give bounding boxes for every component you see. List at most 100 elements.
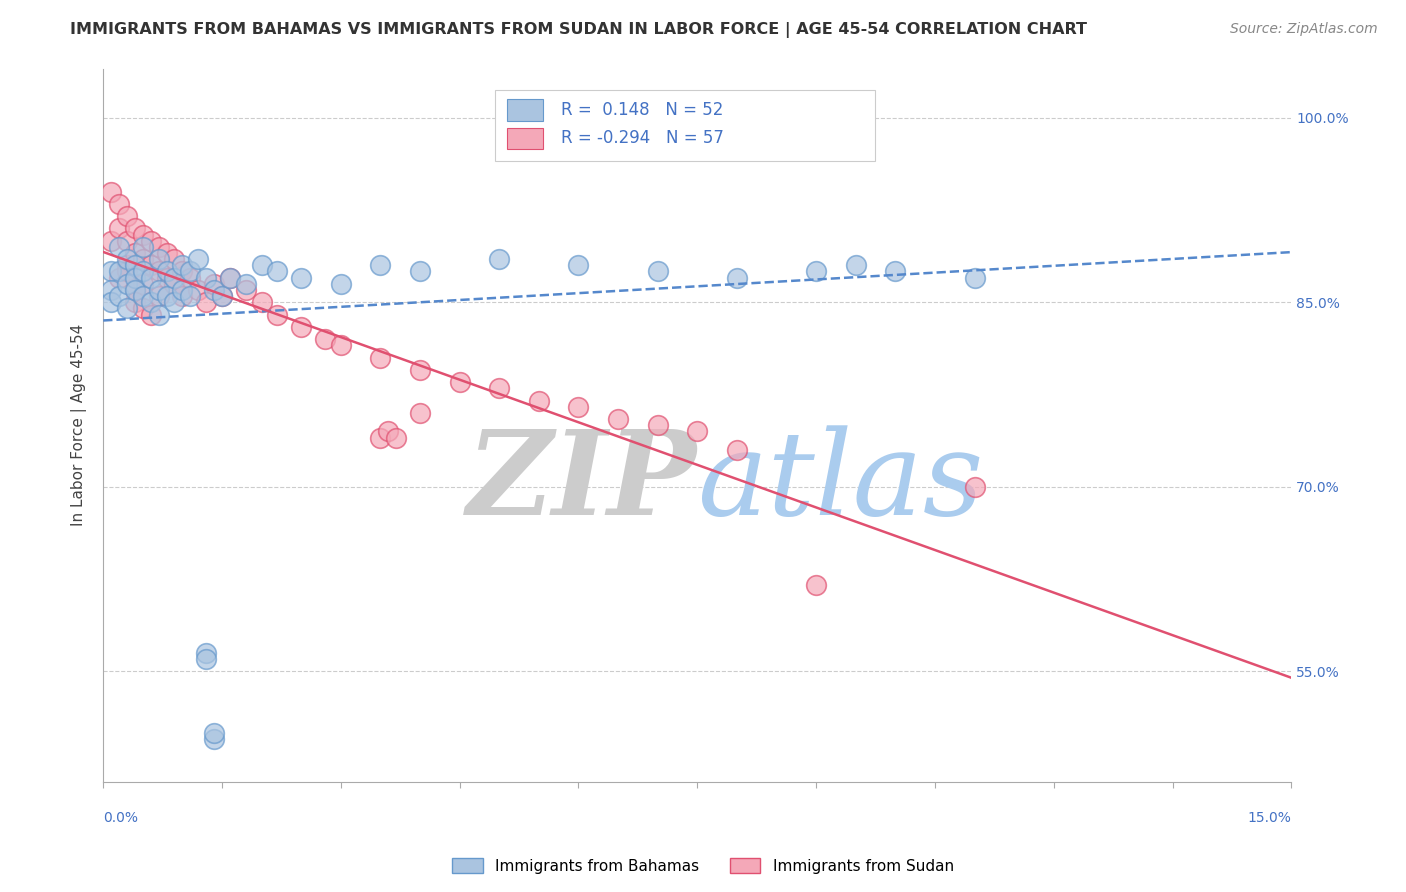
Point bbox=[100, 295, 122, 310]
Point bbox=[195, 646, 218, 660]
Point bbox=[100, 234, 122, 248]
Point bbox=[108, 264, 131, 278]
Point bbox=[290, 319, 312, 334]
Point bbox=[172, 289, 194, 303]
Text: 0.0%: 0.0% bbox=[103, 811, 138, 824]
Point bbox=[115, 209, 138, 223]
Point bbox=[385, 431, 408, 445]
Point bbox=[108, 289, 131, 303]
Point bbox=[148, 252, 170, 267]
Point bbox=[963, 270, 986, 285]
Text: IMMIGRANTS FROM BAHAMAS VS IMMIGRANTS FROM SUDAN IN LABOR FORCE | AGE 45-54 CORR: IMMIGRANTS FROM BAHAMAS VS IMMIGRANTS FR… bbox=[70, 22, 1087, 38]
Point bbox=[567, 400, 589, 414]
Text: R = -0.294   N = 57: R = -0.294 N = 57 bbox=[561, 129, 724, 147]
Point bbox=[195, 295, 218, 310]
Point bbox=[115, 234, 138, 248]
Point bbox=[108, 240, 131, 254]
Point bbox=[202, 283, 225, 297]
Point bbox=[139, 295, 162, 310]
Point bbox=[370, 258, 392, 272]
Text: ZIP: ZIP bbox=[467, 425, 697, 540]
Point bbox=[108, 221, 131, 235]
Point bbox=[155, 289, 177, 303]
Point bbox=[329, 277, 352, 291]
Point bbox=[148, 308, 170, 322]
Point bbox=[725, 442, 748, 457]
Point bbox=[884, 264, 907, 278]
Text: 15.0%: 15.0% bbox=[1247, 811, 1291, 824]
Point bbox=[132, 264, 155, 278]
Point bbox=[250, 295, 273, 310]
Text: Source: ZipAtlas.com: Source: ZipAtlas.com bbox=[1230, 22, 1378, 37]
Point bbox=[195, 270, 218, 285]
Point bbox=[172, 283, 194, 297]
Point bbox=[163, 277, 186, 291]
Point bbox=[108, 197, 131, 211]
Point bbox=[139, 270, 162, 285]
Point bbox=[686, 425, 709, 439]
Point bbox=[124, 258, 146, 272]
Point bbox=[132, 252, 155, 267]
Point bbox=[139, 234, 162, 248]
Point bbox=[409, 406, 432, 420]
Point bbox=[132, 277, 155, 291]
FancyBboxPatch shape bbox=[508, 128, 543, 149]
Point bbox=[132, 227, 155, 242]
Point bbox=[845, 258, 868, 272]
FancyBboxPatch shape bbox=[508, 99, 543, 120]
Point bbox=[527, 393, 550, 408]
Point bbox=[124, 295, 146, 310]
Point bbox=[124, 283, 146, 297]
FancyBboxPatch shape bbox=[495, 90, 876, 161]
Point bbox=[163, 252, 186, 267]
Point bbox=[100, 185, 122, 199]
Point bbox=[725, 270, 748, 285]
Point bbox=[163, 295, 186, 310]
Point bbox=[115, 258, 138, 272]
Point bbox=[409, 264, 432, 278]
Point bbox=[100, 264, 122, 278]
Point bbox=[179, 264, 201, 278]
Point bbox=[647, 264, 669, 278]
Point bbox=[377, 425, 399, 439]
Point bbox=[202, 726, 225, 740]
Point bbox=[488, 381, 510, 395]
Point bbox=[108, 270, 131, 285]
Point bbox=[219, 270, 242, 285]
Point bbox=[155, 264, 177, 278]
Point bbox=[100, 283, 122, 297]
Point bbox=[124, 283, 146, 297]
Point bbox=[124, 246, 146, 260]
Point bbox=[211, 289, 233, 303]
Point bbox=[804, 264, 827, 278]
Point bbox=[148, 264, 170, 278]
Point bbox=[370, 351, 392, 365]
Point bbox=[607, 412, 630, 426]
Point bbox=[963, 480, 986, 494]
Point bbox=[155, 270, 177, 285]
Point bbox=[132, 301, 155, 316]
Point bbox=[163, 270, 186, 285]
Point bbox=[132, 289, 155, 303]
Point bbox=[155, 246, 177, 260]
Point bbox=[115, 277, 138, 291]
Y-axis label: In Labor Force | Age 45-54: In Labor Force | Age 45-54 bbox=[72, 324, 87, 526]
Point bbox=[266, 308, 288, 322]
Point bbox=[329, 338, 352, 352]
Point bbox=[211, 289, 233, 303]
Point bbox=[202, 277, 225, 291]
Text: R =  0.148   N = 52: R = 0.148 N = 52 bbox=[561, 101, 723, 119]
Point bbox=[195, 652, 218, 666]
Point bbox=[148, 289, 170, 303]
Point bbox=[115, 301, 138, 316]
Point bbox=[202, 731, 225, 746]
Point bbox=[370, 431, 392, 445]
Point bbox=[567, 258, 589, 272]
Point bbox=[115, 264, 138, 278]
Point bbox=[235, 283, 257, 297]
Point bbox=[172, 258, 194, 272]
Point bbox=[488, 252, 510, 267]
Point bbox=[124, 270, 146, 285]
Point bbox=[647, 418, 669, 433]
Legend: Immigrants from Bahamas, Immigrants from Sudan: Immigrants from Bahamas, Immigrants from… bbox=[446, 852, 960, 880]
